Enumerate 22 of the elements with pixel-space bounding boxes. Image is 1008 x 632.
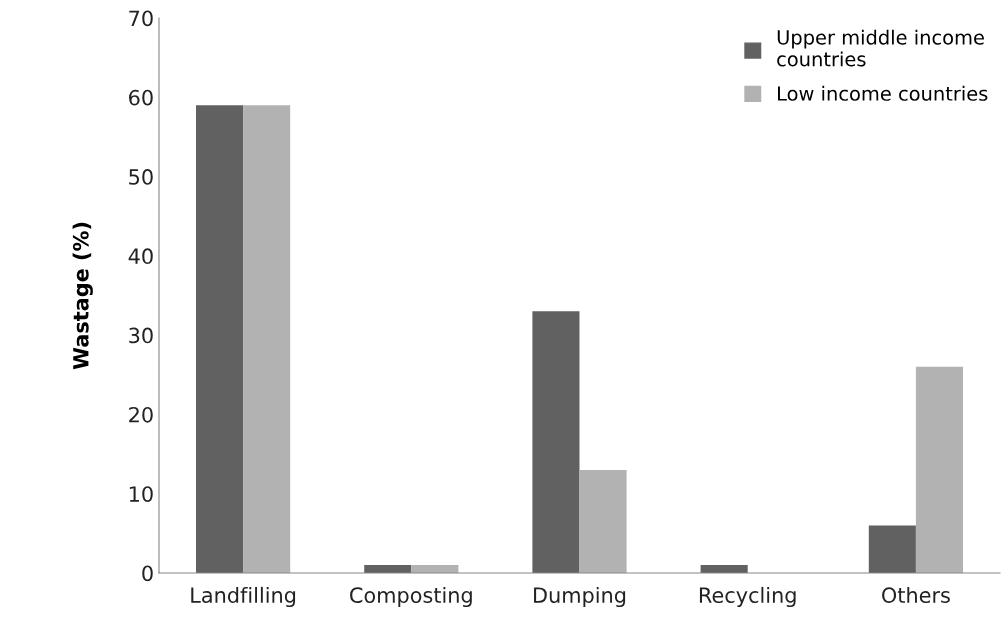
y-tick-label: 30 — [129, 327, 153, 344]
y-axis-title: Wastage (%) — [72, 222, 93, 370]
legend-label: Low income countries — [778, 85, 988, 101]
y-tick-label: 10 — [129, 486, 153, 502]
legend-label: Upper middle income countries — [777, 29, 984, 67]
bar — [579, 469, 627, 573]
y-tick-label: 70 — [129, 10, 153, 27]
bar — [868, 525, 916, 573]
y-tick-label: 20 — [129, 406, 153, 423]
y-tick-label: 0 — [142, 565, 153, 582]
bar — [243, 105, 291, 573]
x-tick-label: Landfilling — [191, 586, 296, 608]
bar — [532, 311, 580, 573]
x-tick-label: Dumping — [534, 586, 626, 608]
y-tick-label: 40 — [128, 248, 153, 265]
bar — [196, 105, 244, 573]
x-tick-label: Composting — [350, 586, 472, 608]
y-tick-label: 60 — [129, 89, 153, 106]
bar — [915, 366, 963, 573]
x-tick-label: Recycling — [699, 586, 796, 608]
x-tick-label: Others — [882, 586, 950, 604]
y-tick-label: 50 — [129, 169, 153, 185]
